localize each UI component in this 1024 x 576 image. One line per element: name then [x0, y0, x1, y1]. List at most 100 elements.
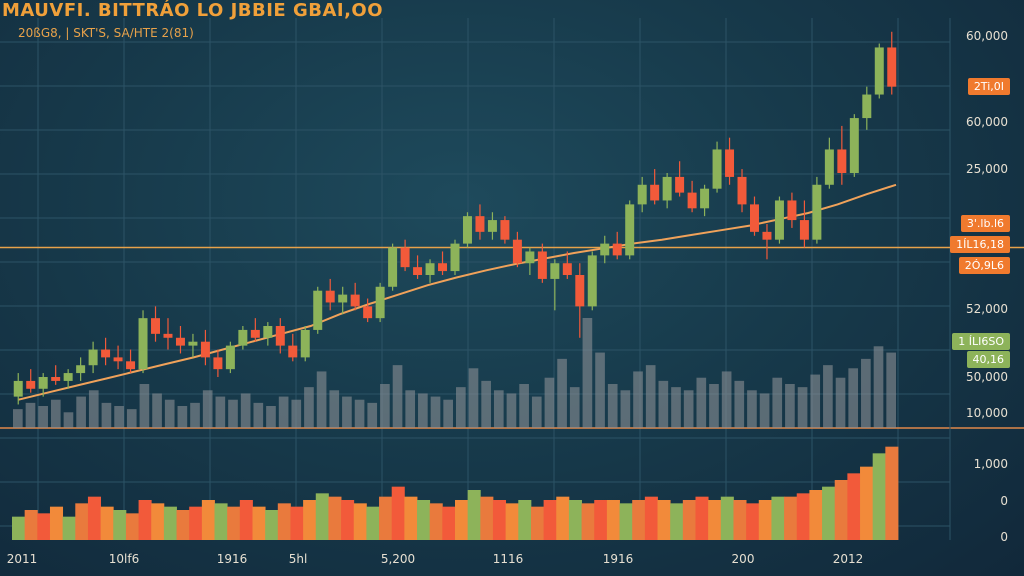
lower-bar [328, 496, 342, 540]
volume-bar [443, 399, 453, 428]
volume-bar [848, 368, 859, 428]
candle-body [38, 377, 48, 389]
lower-bar [771, 496, 785, 540]
candle [862, 86, 872, 130]
candle-body [200, 341, 210, 358]
candle-body [438, 263, 448, 272]
lower-bar [113, 510, 127, 540]
candle-body [887, 47, 897, 87]
lower-bar [151, 503, 165, 540]
lower-bar [746, 503, 760, 540]
lower-bar [682, 500, 696, 540]
candle-body [612, 243, 622, 256]
moving-average [17, 183, 897, 401]
candle-body [388, 247, 398, 287]
lower-bar [860, 466, 874, 540]
volume-bar [316, 371, 327, 428]
candle-body [812, 184, 822, 240]
volume-bar [696, 377, 707, 428]
candle [687, 180, 697, 213]
lower-bar [37, 513, 51, 540]
candle-body [76, 365, 86, 374]
volume-bar [468, 368, 479, 428]
lower-bar [657, 500, 671, 540]
lower-bar [492, 500, 507, 540]
x-tick-label: 5,200 [380, 552, 416, 566]
candle-body [575, 275, 585, 307]
volume-bar [291, 399, 302, 428]
candle-body [51, 377, 61, 381]
candle [512, 231, 522, 268]
lower-bar [252, 506, 266, 540]
volume-bar [228, 399, 238, 428]
candle-body [874, 47, 884, 95]
candle [787, 192, 797, 228]
candle [462, 212, 472, 248]
candle [88, 341, 98, 374]
lower-tick-label: 0 [1000, 530, 1008, 544]
candle-body [126, 361, 136, 370]
candle-body [113, 357, 123, 362]
x-tick-label: 10lf6 [108, 552, 140, 566]
candle-body [13, 380, 23, 397]
volume-bar [582, 318, 593, 428]
candle [774, 196, 784, 244]
lower-bar [720, 496, 734, 540]
volume-bar [190, 402, 200, 428]
volume-bar [456, 387, 466, 428]
candle-body [700, 188, 710, 209]
lower-bar [809, 490, 823, 540]
lower-bar [885, 446, 899, 540]
volume-bar [266, 406, 276, 428]
candle-body [799, 220, 809, 240]
candle [425, 259, 435, 283]
volume-bar [304, 387, 314, 428]
candle-body [138, 318, 148, 370]
x-tick-label: 2012 [832, 552, 864, 566]
lower-bar [429, 503, 443, 540]
price-tag: 40,16 [966, 351, 1010, 368]
lower-bar [480, 496, 494, 540]
lower-bar [379, 496, 393, 540]
candle [413, 255, 423, 279]
candle [126, 349, 136, 374]
candle [151, 306, 160, 342]
candle-body [338, 294, 348, 303]
lower-bar [62, 516, 76, 540]
volume-bar [886, 352, 896, 428]
candle [275, 318, 285, 354]
lower-bar [176, 510, 190, 540]
candle-body [26, 380, 36, 389]
candle [13, 373, 23, 405]
candle-body [288, 345, 298, 358]
candle-body [600, 243, 610, 256]
volume-bar [380, 384, 390, 428]
volume-bar [152, 393, 162, 428]
y-tick-label: 25,000 [966, 162, 1008, 176]
lower-bar [138, 500, 152, 540]
x-tick-label: 200 [731, 552, 755, 566]
volume-bar [278, 396, 289, 428]
candle-body [225, 345, 235, 370]
lower-bar [391, 486, 405, 540]
volume-bar [797, 387, 808, 428]
y-tick-label: 52,000 [966, 302, 1008, 316]
candle [712, 141, 722, 193]
lower-bar [303, 500, 317, 540]
candle-body [413, 267, 423, 275]
candle-body [375, 286, 385, 319]
candle-body [487, 220, 497, 232]
lower-bar [290, 506, 304, 540]
candle [799, 200, 809, 248]
candle-body [325, 290, 335, 303]
candle [300, 326, 310, 362]
lower-bar [277, 503, 291, 540]
lower-bar [87, 496, 101, 540]
candles [13, 31, 897, 405]
candle [400, 239, 410, 272]
candle-body [450, 243, 460, 272]
candle-body [750, 204, 759, 232]
volume-bar [240, 393, 251, 428]
candle-body [862, 94, 872, 119]
candle [438, 251, 448, 275]
